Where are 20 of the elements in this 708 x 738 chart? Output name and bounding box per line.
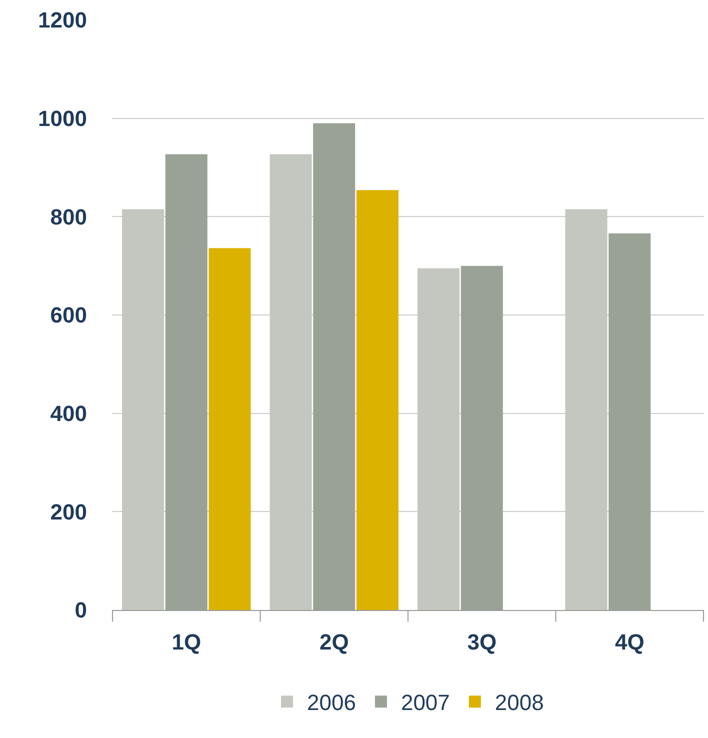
bar bbox=[122, 209, 164, 610]
y-tick-label: 800 bbox=[50, 204, 87, 230]
bar bbox=[418, 268, 460, 610]
x-tick-label: 3Q bbox=[467, 629, 497, 654]
bar bbox=[208, 248, 251, 610]
legend-label: 2007 bbox=[400, 690, 450, 716]
legend-label: 2008 bbox=[494, 690, 544, 716]
bar bbox=[270, 154, 312, 610]
y-tick-label: 400 bbox=[50, 401, 87, 426]
x-tick-label: 4Q bbox=[614, 629, 644, 654]
bar bbox=[565, 209, 608, 610]
y-tick-label: 200 bbox=[50, 499, 87, 524]
y-tick-label: 1000 bbox=[38, 106, 87, 132]
bar bbox=[356, 190, 398, 610]
y-tick-label: 600 bbox=[50, 302, 87, 328]
legend-label: 2006 bbox=[307, 690, 356, 716]
y-tick-label: 0 bbox=[74, 598, 87, 623]
x-tick-label: 2Q bbox=[319, 629, 349, 654]
x-tick-label: 1Q bbox=[172, 629, 202, 654]
y-tick-label: 1200 bbox=[38, 8, 87, 33]
